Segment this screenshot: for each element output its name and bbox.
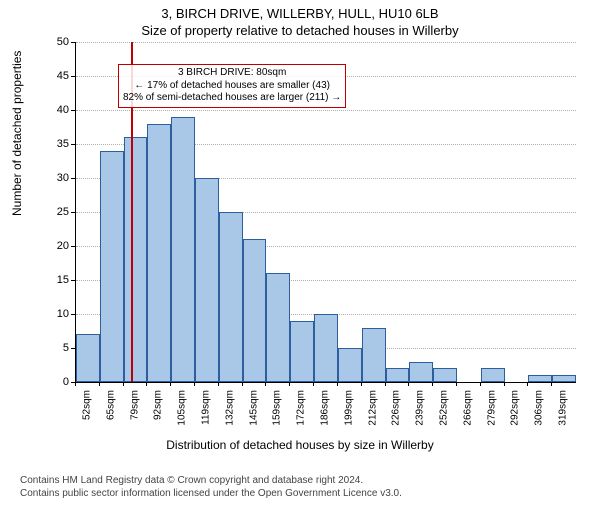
plot-area: 3 BIRCH DRIVE: 80sqm← 17% of detached ho… [75, 42, 576, 383]
y-tick-label: 30 [39, 172, 69, 184]
histogram-bar [314, 314, 338, 382]
y-tick-label: 20 [39, 240, 69, 252]
x-tick-mark [551, 382, 552, 386]
x-tick-mark [432, 382, 433, 386]
histogram-bar [290, 321, 314, 382]
x-tick-mark [218, 382, 219, 386]
x-tick-label: 105sqm [177, 390, 188, 426]
gridline [76, 42, 576, 43]
footer-line-1: Contains HM Land Registry data © Crown c… [20, 474, 402, 487]
x-tick-mark [170, 382, 171, 386]
x-tick-label: 252sqm [439, 390, 450, 426]
chart-container: 3 BIRCH DRIVE: 80sqm← 17% of detached ho… [55, 42, 575, 422]
histogram-bar [124, 137, 148, 382]
histogram-bar [362, 328, 386, 382]
histogram-bar [481, 368, 505, 382]
x-axis-label: Distribution of detached houses by size … [0, 438, 600, 452]
y-tick-mark [71, 280, 75, 281]
y-tick-mark [71, 110, 75, 111]
y-tick-label: 35 [39, 138, 69, 150]
annotation-box: 3 BIRCH DRIVE: 80sqm← 17% of detached ho… [118, 64, 346, 108]
histogram-bar [409, 362, 433, 382]
y-tick-mark [71, 144, 75, 145]
x-tick-label: 212sqm [367, 390, 378, 426]
y-tick-mark [71, 42, 75, 43]
histogram-bar [528, 375, 552, 382]
x-tick-mark [408, 382, 409, 386]
histogram-bar [195, 178, 219, 382]
x-tick-label: 226sqm [391, 390, 402, 426]
x-tick-mark [146, 382, 147, 386]
y-tick-label: 45 [39, 70, 69, 82]
x-tick-mark [385, 382, 386, 386]
x-tick-mark [480, 382, 481, 386]
x-tick-label: 159sqm [272, 390, 283, 426]
y-tick-mark [71, 212, 75, 213]
x-tick-mark [527, 382, 528, 386]
x-tick-mark [289, 382, 290, 386]
subtitle: Size of property relative to detached ho… [0, 23, 600, 38]
x-tick-label: 52sqm [81, 390, 92, 420]
y-tick-label: 40 [39, 104, 69, 116]
histogram-bar [266, 273, 290, 382]
y-tick-mark [71, 178, 75, 179]
histogram-bar [386, 368, 410, 382]
x-tick-label: 145sqm [248, 390, 259, 426]
x-tick-label: 279sqm [486, 390, 497, 426]
x-tick-label: 199sqm [343, 390, 354, 426]
annotation-line: 3 BIRCH DRIVE: 80sqm [123, 67, 341, 80]
x-tick-mark [361, 382, 362, 386]
x-tick-label: 266sqm [462, 390, 473, 426]
y-tick-label: 25 [39, 206, 69, 218]
footer-attribution: Contains HM Land Registry data © Crown c… [20, 474, 402, 500]
histogram-bar [243, 239, 267, 382]
x-tick-label: 79sqm [129, 390, 140, 420]
x-tick-mark [75, 382, 76, 386]
histogram-bar [147, 124, 171, 382]
y-tick-mark [71, 348, 75, 349]
x-tick-mark [242, 382, 243, 386]
histogram-bar [338, 348, 362, 382]
histogram-bar [171, 117, 195, 382]
y-tick-mark [71, 76, 75, 77]
x-tick-label: 65sqm [105, 390, 116, 420]
x-tick-mark [99, 382, 100, 386]
x-tick-label: 292sqm [510, 390, 521, 426]
x-tick-mark [504, 382, 505, 386]
y-axis-label: Number of detached properties [10, 51, 24, 216]
annotation-line: 82% of semi-detached houses are larger (… [123, 92, 341, 105]
x-tick-label: 119sqm [200, 390, 211, 425]
annotation-line: ← 17% of detached houses are smaller (43… [123, 80, 341, 93]
x-tick-label: 306sqm [534, 390, 545, 426]
y-tick-label: 5 [39, 342, 69, 354]
gridline [76, 110, 576, 111]
histogram-bar [433, 368, 457, 382]
y-tick-label: 50 [39, 36, 69, 48]
histogram-bar [100, 151, 124, 382]
y-tick-mark [71, 314, 75, 315]
x-tick-label: 172sqm [296, 390, 307, 426]
y-tick-label: 0 [39, 376, 69, 388]
footer-line-2: Contains public sector information licen… [20, 487, 402, 500]
y-tick-mark [71, 246, 75, 247]
y-tick-label: 10 [39, 308, 69, 320]
y-tick-label: 15 [39, 274, 69, 286]
histogram-bar [76, 334, 100, 382]
x-tick-label: 319sqm [558, 390, 569, 426]
x-tick-mark [337, 382, 338, 386]
histogram-bar [219, 212, 243, 382]
x-tick-mark [456, 382, 457, 386]
x-tick-label: 186sqm [320, 390, 331, 426]
x-tick-mark [265, 382, 266, 386]
x-tick-label: 92sqm [153, 390, 164, 420]
histogram-bar [552, 375, 576, 382]
x-tick-label: 239sqm [415, 390, 426, 426]
x-tick-mark [313, 382, 314, 386]
address-title: 3, BIRCH DRIVE, WILLERBY, HULL, HU10 6LB [0, 6, 600, 21]
x-tick-label: 132sqm [224, 390, 235, 426]
x-tick-mark [194, 382, 195, 386]
x-tick-mark [123, 382, 124, 386]
